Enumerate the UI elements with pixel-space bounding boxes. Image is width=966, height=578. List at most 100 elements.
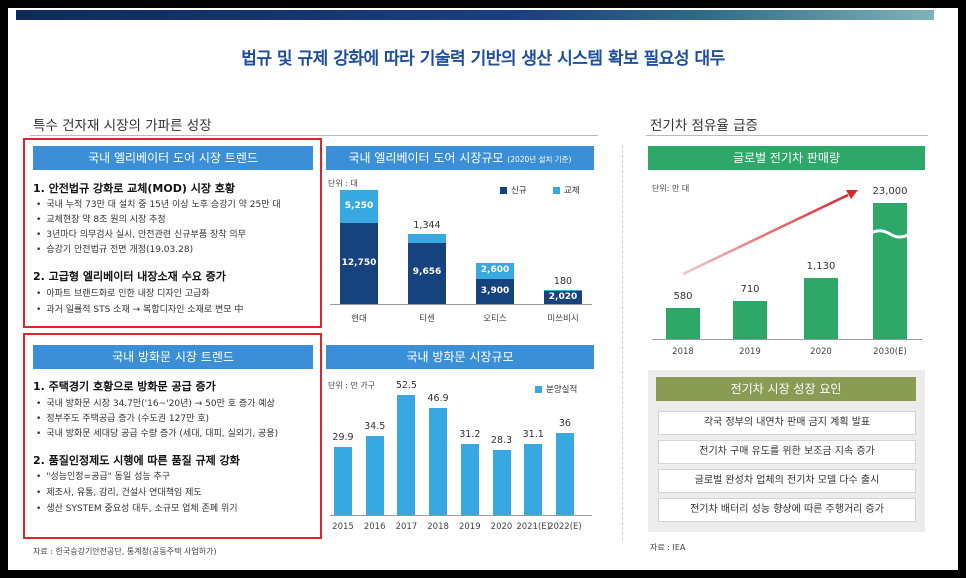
data-label: 52.5 — [395, 380, 417, 391]
legend-swatch — [553, 187, 560, 194]
data-label: 1,344 — [413, 220, 441, 232]
data-label: 46.9 — [427, 392, 449, 404]
right-section-divider — [646, 135, 928, 136]
legend-label: 교체 — [564, 186, 580, 196]
ev-chart-unit: 단위: 만 대 — [652, 184, 690, 193]
elevator-bullet: 아파트 브랜드화로 인한 내장 디자인 고급화 — [36, 286, 209, 299]
x-axis — [652, 339, 922, 340]
tick-label: 현대 — [351, 314, 367, 324]
fire-door-chart-header: 국내 방화문 시장규모 — [326, 345, 594, 369]
data-label: 2,600 — [480, 265, 510, 276]
fire-door-trend-header: 국내 방화문 시장 트렌드 — [33, 345, 313, 369]
elevator-chart-header: 국내 엘리베이터 도어 시장규모 (2020년 설치 기준) — [326, 146, 594, 170]
data-label: 1,130 — [806, 261, 836, 272]
fire-door-bullet: 국내 방화문 세대당 공급 수량 증가 (세대, 대피, 실외기, 공용) — [36, 426, 278, 439]
left-source-note: 자료 : 한국승강기안전공단, 통계청(공동주택 사업허가) — [33, 547, 217, 556]
elevator-trend-heading-2: 2. 고급형 엘리베이터 내장소재 수요 증가 — [33, 270, 226, 283]
tick-label: 2020 — [810, 347, 832, 357]
elevator-bullet: 3년마다 의무검사 실시, 안전관련 신규부품 장착 의무 — [36, 227, 246, 240]
bar — [397, 395, 416, 515]
elevator-trend-heading-1: 1. 안전법규 강화로 교체(MOD) 시장 호황 — [33, 182, 236, 195]
data-label: 28.3 — [490, 435, 513, 447]
bar — [666, 308, 700, 339]
elevator-legend-new: 신규 — [500, 184, 527, 196]
legend-swatch — [500, 187, 507, 194]
bar — [334, 446, 352, 515]
data-label: 31.1 — [522, 428, 544, 440]
bar-replace — [340, 190, 378, 224]
data-label: 580 — [673, 291, 693, 302]
fire-door-bullet: 국내 방화문 시장 34.7만('16~'20년) → 50만 호 증가 예상 — [36, 396, 275, 409]
bar-replace — [544, 290, 582, 292]
data-label: 36 — [558, 417, 571, 429]
fire-door-trend-box — [23, 333, 322, 539]
data-label: 180 — [553, 276, 573, 288]
right-source-note: 자료 : IEA — [650, 543, 686, 552]
tick-label: 2022(E) — [548, 522, 582, 532]
data-label: 9,656 — [412, 267, 442, 278]
bar — [804, 278, 838, 339]
tick-label: 2017 — [395, 522, 418, 532]
elevator-bullet: 과거 일률적 STS 소재 → 복합디자인 소재로 변모 中 — [36, 302, 243, 315]
tick-label: 2020 — [490, 522, 513, 532]
elevator-bullet: 승강기 안전법규 전면 개정(19.03.28) — [36, 242, 193, 255]
bar — [733, 301, 767, 339]
fire-door-trend-heading-1: 1. 주택경기 호황으로 방화문 공급 증가 — [33, 380, 216, 393]
bar-new — [340, 223, 378, 304]
tick-label: 2019 — [739, 347, 761, 357]
fire-door-bullet: 생산 SYSTEM 중요성 대두, 소규모 업체 존폐 위기 — [36, 501, 237, 514]
bar — [460, 443, 479, 515]
growth-factors-title: 전기차 시장 성장 요인 — [656, 377, 916, 401]
bar — [555, 432, 574, 515]
data-label: 23,000 — [872, 186, 908, 197]
left-section-title: 특수 건자재 시장의 가파른 성장 — [33, 118, 212, 134]
growth-factor-item: 전기차 배터리 성능 향상에 따른 주행거리 증가 — [658, 498, 916, 522]
legend-label: 분양실적 — [546, 385, 578, 395]
elevator-legend-replace: 교체 — [553, 184, 580, 196]
data-label: 34.5 — [364, 421, 386, 433]
column-divider — [622, 145, 623, 540]
elevator-chart-title: 국내 엘리베이터 도어 시장규모 — [348, 151, 504, 165]
tick-label: 2018 — [427, 522, 449, 532]
growth-factor-item: 글로벌 완성차 업체의 전기차 모델 다수 출시 — [658, 469, 916, 493]
fire-door-bullet: 제조사, 유통, 감리, 건설사 연대책임 제도 — [36, 485, 201, 498]
bar-new — [476, 279, 514, 304]
axis-break-mark — [868, 229, 912, 239]
bar-new — [408, 242, 446, 304]
data-label: 29.9 — [332, 431, 354, 443]
data-label: 3,900 — [480, 285, 510, 296]
right-section-title: 전기차 점유율 급증 — [650, 118, 758, 134]
bar-replace — [476, 262, 514, 280]
bar-new — [544, 291, 582, 304]
bar — [365, 436, 384, 515]
tick-label: 2030(E) — [873, 347, 907, 357]
tick-label: 2019 — [458, 522, 481, 532]
x-axis — [330, 304, 592, 305]
bar — [873, 203, 907, 339]
left-section-divider — [30, 135, 598, 136]
tick-label: 2021(E) — [516, 522, 550, 532]
tick-label: 2018 — [672, 347, 694, 357]
fire-door-trend-heading-2: 2. 품질인정제도 시행에 따른 품질 규제 강화 — [33, 454, 240, 467]
elevator-chart-note: (2020년 설치 기준) — [507, 155, 572, 164]
elevator-chart-unit: 단위 : 대 — [328, 179, 358, 188]
tick-label: 2015 — [332, 522, 354, 532]
ev-chart-header: 글로벌 전기차 판매량 — [648, 146, 925, 170]
legend-swatch — [535, 386, 542, 393]
fire-door-bullet: "성능인정=공급" 동일 성능 추구 — [36, 469, 170, 482]
elevator-bullet: 국내 누적 73만 대 설치 중 15년 이상 노후 승강기 약 25만 대 — [36, 197, 280, 210]
elevator-trend-header: 국내 엘리베이터 도어 시장 트렌드 — [33, 146, 313, 170]
bar — [429, 407, 448, 515]
bar — [524, 443, 543, 515]
growth-factor-item: 각국 정부의 내연차 판매 금지 계획 발표 — [658, 411, 916, 435]
tick-label: 2016 — [363, 522, 386, 532]
fire-door-legend: 분양실적 — [535, 383, 577, 395]
fire-door-chart-unit: 단위 : 만 가구 — [328, 381, 376, 390]
data-label: 12,750 — [341, 257, 377, 268]
data-label: 2,020 — [548, 291, 578, 302]
tick-label: 미쓰비시 — [547, 314, 579, 324]
elevator-bullet: 교체현장 약 8조 원의 시장 추정 — [36, 212, 165, 225]
page-title: 법규 및 규제 강화에 따라 기술력 기반의 생산 시스템 확보 필요성 대두 — [241, 49, 725, 69]
bar — [492, 450, 511, 515]
